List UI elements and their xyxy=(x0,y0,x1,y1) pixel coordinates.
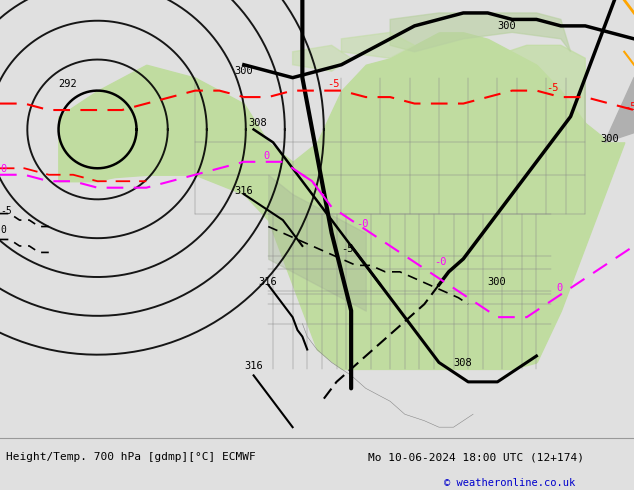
Text: 316: 316 xyxy=(244,361,262,371)
Text: 300: 300 xyxy=(498,21,516,31)
Text: 308: 308 xyxy=(453,358,472,368)
Text: 308: 308 xyxy=(249,118,268,128)
Text: Mo 10-06-2024 18:00 UTC (12+174): Mo 10-06-2024 18:00 UTC (12+174) xyxy=(368,452,584,463)
Text: 300: 300 xyxy=(488,277,507,287)
Polygon shape xyxy=(293,45,351,71)
Text: -5: -5 xyxy=(0,206,12,216)
Text: -5: -5 xyxy=(327,79,339,89)
Text: 0: 0 xyxy=(263,150,269,161)
Polygon shape xyxy=(390,13,571,52)
Text: -5: -5 xyxy=(624,102,634,112)
Polygon shape xyxy=(605,0,634,143)
Polygon shape xyxy=(341,32,415,58)
Text: 300: 300 xyxy=(600,134,619,145)
Text: © weatheronline.co.uk: © weatheronline.co.uk xyxy=(444,478,575,488)
Text: Height/Temp. 700 hPa [gdmp][°C] ECMWF: Height/Temp. 700 hPa [gdmp][°C] ECMWF xyxy=(6,452,256,463)
Text: -0: -0 xyxy=(434,257,446,268)
Text: -5: -5 xyxy=(547,83,559,93)
Text: 0: 0 xyxy=(556,283,562,293)
Text: 292: 292 xyxy=(58,79,77,89)
Text: 316: 316 xyxy=(234,186,253,196)
Text: 0: 0 xyxy=(0,164,6,173)
Text: 300: 300 xyxy=(234,67,253,76)
Text: -5: -5 xyxy=(341,245,354,254)
Text: 0: 0 xyxy=(0,225,6,235)
Text: 316: 316 xyxy=(259,277,277,287)
Polygon shape xyxy=(439,45,585,143)
Text: -0: -0 xyxy=(356,219,368,228)
